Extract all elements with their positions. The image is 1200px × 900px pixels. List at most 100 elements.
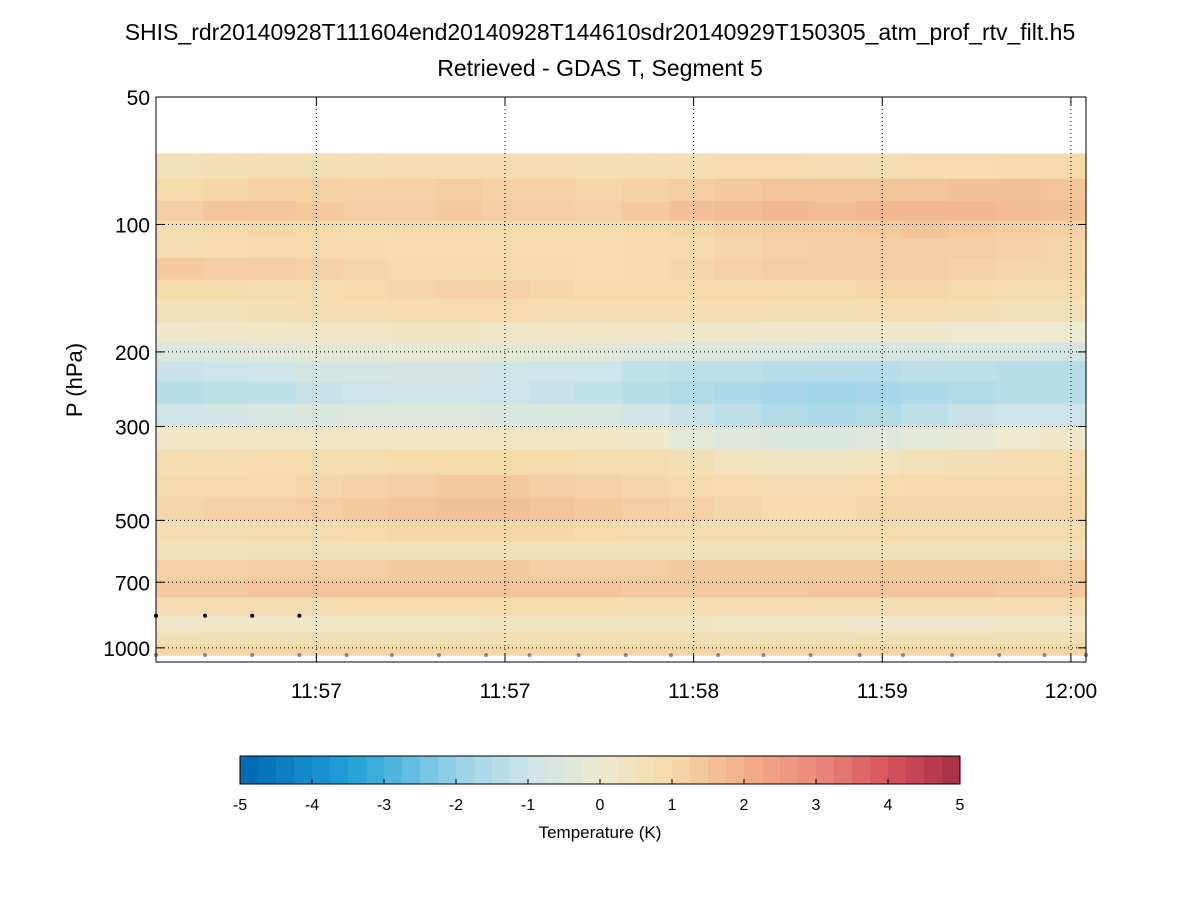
heatmap-cell (156, 299, 204, 323)
heatmap-cell (248, 299, 297, 323)
heatmap-cell (948, 220, 997, 240)
heatmap-cell (948, 238, 997, 259)
heatmap-cell (621, 279, 670, 300)
marker-point (901, 653, 906, 658)
heatmap-cell (248, 520, 297, 542)
heatmap-cell (248, 644, 297, 656)
heatmap-cell (574, 322, 623, 344)
y-tick-label: 50 (127, 87, 150, 110)
heatmap-cell (574, 632, 623, 645)
heatmap-cell (156, 403, 204, 428)
heatmap-cell (761, 220, 810, 240)
heatmap-cell (808, 322, 857, 344)
colorbar-swatch (780, 756, 799, 784)
heatmap-cell (203, 178, 250, 202)
heatmap-cell (435, 449, 483, 476)
heatmap-cell (342, 426, 389, 451)
heatmap-cell (714, 632, 763, 645)
y-tick-label: 1000 (103, 638, 150, 661)
heatmap-cell (948, 520, 997, 542)
heatmap-cell (761, 559, 810, 581)
heatmap-cell (669, 597, 715, 617)
heatmap-cell (995, 238, 1042, 259)
heatmap-cell (529, 257, 576, 281)
heatmap-cell (808, 238, 857, 259)
heatmap-cell (203, 426, 250, 451)
heatmap-cell (529, 520, 576, 542)
heatmap-cell (621, 474, 670, 498)
heatmap-cell (995, 579, 1042, 598)
colorbar-swatch (600, 756, 619, 784)
heatmap-cell (482, 644, 531, 656)
marker-point (950, 653, 955, 658)
heatmap-cell (574, 426, 623, 451)
heatmap-cell (295, 474, 344, 498)
heatmap-cell (855, 257, 902, 281)
heatmap-cell (529, 615, 576, 634)
heatmap-cell (435, 360, 483, 383)
chart-subtitle: Retrieved - GDAS T, Segment 5 (437, 55, 763, 81)
heatmap-cell (435, 403, 483, 428)
heatmap-cell (995, 360, 1042, 383)
heatmap-cell (482, 474, 531, 498)
heatmap-cell (156, 257, 204, 281)
heatmap-cell (482, 632, 531, 645)
colorbar-label: Temperature (K) (539, 823, 662, 842)
heatmap-cell (248, 220, 297, 240)
heatmap-cell (621, 597, 670, 617)
heatmap-cell (342, 322, 389, 344)
colorbar-tick-label: -3 (377, 797, 391, 814)
heatmap-cell (669, 541, 715, 561)
heatmap-cell (761, 322, 810, 344)
heatmap-cell (621, 403, 670, 428)
heatmap-cell (435, 496, 483, 521)
heatmap-cell (1040, 644, 1087, 656)
heatmap-cell (482, 238, 531, 259)
heatmap-cell (808, 559, 857, 581)
colorbar-swatch (744, 756, 763, 784)
heatmap-cell (948, 426, 997, 451)
y-tick-label: 100 (115, 214, 150, 237)
heatmap-cell (855, 153, 902, 180)
heatmap-cell (529, 632, 576, 645)
heatmap-cell (714, 496, 763, 521)
heatmap-cells (156, 153, 1087, 656)
y-axis-label: P (hPa) (62, 343, 87, 417)
heatmap-cell (574, 200, 623, 222)
marker-point (203, 653, 208, 658)
heatmap-cell (855, 541, 902, 561)
heatmap-cell (901, 220, 949, 240)
heatmap-cell (855, 496, 902, 521)
colorbar-swatch (420, 756, 439, 784)
heatmap-cell (203, 496, 250, 521)
colorbar-swatch (510, 756, 529, 784)
heatmap-cell (808, 597, 857, 617)
heatmap-cell (1040, 342, 1087, 362)
heatmap-cell (855, 322, 902, 344)
heatmap-cell (203, 474, 250, 498)
heatmap-cell (529, 426, 576, 451)
heatmap-cell (388, 474, 436, 498)
heatmap-cell (901, 178, 949, 202)
heatmap-cell (669, 299, 715, 323)
heatmap-cell (855, 426, 902, 451)
heatmap-cell (948, 474, 997, 498)
heatmap-cell (529, 496, 576, 521)
heatmap-cell (995, 474, 1042, 498)
heatmap-cell (669, 200, 715, 222)
heatmap-cell (714, 257, 763, 281)
colorbar-swatch (258, 756, 277, 784)
heatmap-cell (156, 541, 204, 561)
heatmap-cell (342, 644, 389, 656)
heatmap-cell (621, 559, 670, 581)
heatmap-cell (435, 322, 483, 344)
heatmap-cell (761, 615, 810, 634)
heatmap-cell (855, 579, 902, 598)
marker-point (761, 653, 766, 658)
heatmap-cell (574, 403, 623, 428)
heatmap-cell (203, 153, 250, 180)
heatmap-cell (574, 178, 623, 202)
heatmap-cell (995, 632, 1042, 645)
heatmap-cell (435, 541, 483, 561)
heatmap-cell (156, 360, 204, 383)
